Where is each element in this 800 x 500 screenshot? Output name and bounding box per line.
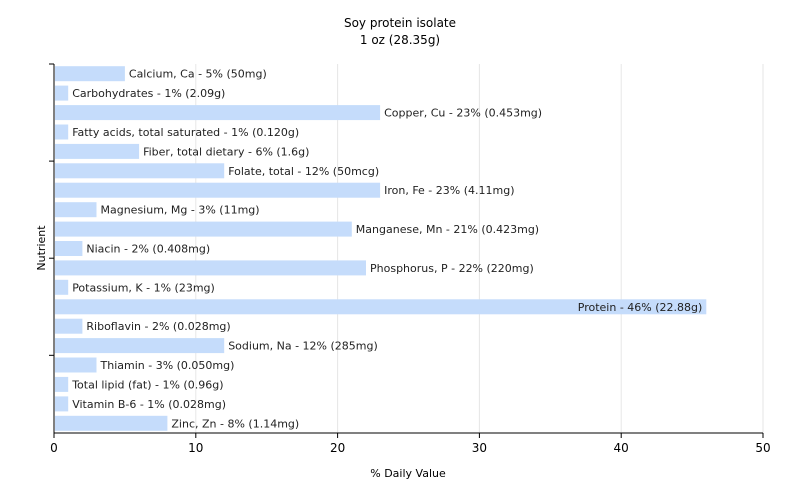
bar [55,221,352,237]
bar-label: Zinc, Zn - 8% (1.14mg) [171,417,299,430]
axes-group [49,63,764,438]
x-tick-label: 0 [50,441,58,455]
bar [55,318,83,334]
bar [55,163,225,179]
bar [55,338,225,354]
bar-label: Sodium, Na - 12% (285mg) [228,340,378,353]
bar-label: Vitamin B-6 - 1% (0.028mg) [72,398,226,411]
bar-labels-group: Calcium, Ca - 5% (50mg) Carbohydrates - 1… [71,68,702,431]
bar-label: Riboflavin - 2% (0.028mg) [86,320,230,333]
bar-label: Thiamin - 3% (0.050mg) [100,359,235,372]
bars-group [55,66,707,431]
bar [55,376,69,392]
bar-label: Copper, Cu - 23% (0.453mg) [384,107,542,120]
bar [55,279,69,295]
bar [55,415,168,431]
bar [55,299,707,315]
bar-label: Total lipid (fat) - 1% (0.96g) [71,378,223,391]
bar [55,105,381,121]
bar [55,396,69,412]
bar [55,66,125,82]
bar [55,124,69,140]
bar-label: Phosphorus, P - 22% (220mg) [370,262,534,275]
bar-label: Carbohydrates - 1% (2.09g) [72,87,225,100]
bar-label: Niacin - 2% (0.408mg) [86,243,210,256]
bar [55,241,83,256]
x-tick-label: 30 [472,441,487,455]
bar [55,202,97,218]
bar-label: Fiber, total dietary - 6% (1.6g) [143,145,309,158]
bar-label: Folate, total - 12% (50mcg) [228,165,379,178]
bar-label: Calcium, Ca - 5% (50mg) [129,68,267,81]
bar-label: Magnesium, Mg - 3% (11mg) [101,204,260,217]
x-tick-label: 40 [614,441,629,455]
bar-label: Protein - 46% (22.88g) [578,301,703,314]
bar [55,182,381,198]
bar-label: Potassium, K - 1% (23mg) [72,281,215,294]
x-tick-label: 10 [188,441,203,455]
bar [55,143,140,159]
bar [55,260,366,276]
x-tick-labels: 0 10 20 30 40 50 [50,441,770,455]
bar-label: Manganese, Mn - 21% (0.423mg) [356,223,539,236]
x-axis-label: % Daily Value [370,467,446,480]
y-axis-label: Nutrient [35,225,48,271]
bar-label: Fatty acids, total saturated - 1% (0.120… [72,126,299,139]
bar [55,357,97,373]
bar-label: Iron, Fe - 23% (4.11mg) [384,184,514,197]
grid-lines [195,64,764,433]
bar [55,85,69,101]
chart-subtitle: 1 oz (28.35g) [359,33,441,47]
x-tick-label: 50 [755,441,770,455]
chart-title: Soy protein isolate [343,16,457,30]
x-tick-label: 20 [330,441,345,455]
